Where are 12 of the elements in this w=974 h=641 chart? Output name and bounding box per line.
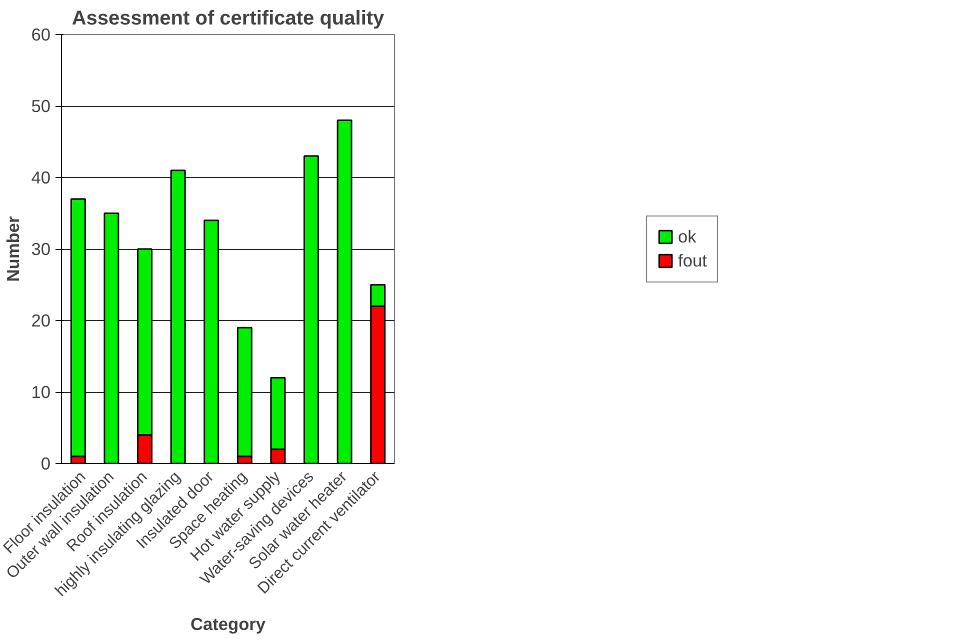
y-axis-title: Number: [3, 216, 24, 282]
y-tick-label: 50: [31, 96, 51, 116]
legend-label: ok: [678, 226, 698, 247]
x-axis-title: Category: [190, 614, 266, 634]
y-tick-label: 30: [31, 239, 51, 259]
y-tick-label: 0: [40, 454, 51, 474]
chart-title: Assessment of certificate quality: [72, 8, 386, 30]
y-tick-label: 10: [31, 382, 51, 402]
y-tick-label: 20: [31, 310, 51, 330]
legend-label: fout: [678, 250, 707, 271]
y-tick-label: 60: [31, 24, 51, 44]
y-tick-label: 40: [31, 168, 51, 188]
